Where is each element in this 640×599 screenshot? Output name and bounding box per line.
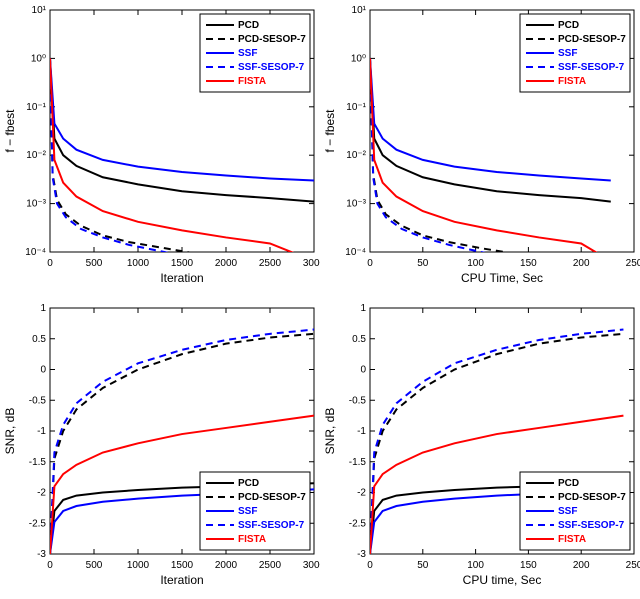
- y-tick-label: 10⁻¹: [26, 102, 46, 113]
- legend-label: FISTA: [238, 76, 266, 87]
- y-tick-label: 10⁻⁴: [345, 247, 366, 258]
- chart-svg: 0 500 1000 1500 2000 2500 3000 10⁻⁴ 10⁻³ 10⁻² 10⁻¹…: [2, 2, 320, 292]
- legend: PCD PCD-SESOP-7 SSF SSF-SESOP-7 FISTA: [200, 472, 310, 550]
- legend-label: SSF-SESOP-7: [558, 62, 625, 73]
- y-tick-label: -2: [37, 488, 46, 499]
- x-tick-label: 0: [367, 560, 373, 571]
- y-tick-label: 10⁰: [351, 53, 366, 64]
- x-tick-label: 0: [47, 560, 53, 571]
- legend-label: SSF: [558, 506, 577, 517]
- y-tick-label: 0: [40, 365, 46, 376]
- y-tick-label: 0: [360, 365, 366, 376]
- legend-label: SSF: [238, 48, 257, 59]
- chart-svg: 0 50 100 150 200 250 -3 -2.5 -2 -1.5 -1 -0.5 0 0.5 1 CP…: [322, 300, 640, 594]
- y-tick-label: -2.5: [29, 518, 47, 529]
- legend-label: FISTA: [558, 534, 586, 545]
- y-tick-label: -3: [37, 549, 46, 560]
- panel-top-right: 0 50 100 150 200 250 10⁻⁴ 10⁻³ 10⁻² 10⁻¹ 10⁰ 10¹ CPU…: [322, 2, 640, 292]
- legend-label: PCD: [238, 478, 259, 489]
- panel-bottom-left: 0 500 1000 1500 2000 2500 3000 -3 -2.5 -2 -1.5 -1 -0…: [2, 300, 320, 594]
- x-tick-label: 500: [86, 258, 103, 269]
- x-tick-label: 50: [417, 560, 429, 571]
- legend-label: PCD-SESOP-7: [558, 492, 626, 503]
- y-tick-label: 10⁻³: [346, 199, 366, 210]
- x-tick-label: 250: [626, 258, 640, 269]
- x-tick-label: 0: [47, 258, 53, 269]
- y-tick-label: 0.5: [352, 334, 366, 345]
- y-tick-label: 10⁻²: [26, 150, 46, 161]
- y-tick-label: 10⁻¹: [346, 102, 366, 113]
- y-tick-label: 1: [40, 303, 46, 314]
- x-tick-label: 250: [626, 560, 640, 571]
- panel-bottom-right: 0 50 100 150 200 250 -3 -2.5 -2 -1.5 -1 -0.5 0 0.5 1 CP…: [322, 300, 640, 594]
- legend-label: PCD: [558, 478, 579, 489]
- y-tick-label: -0.5: [29, 395, 47, 406]
- y-axis-label: SNR, dB: [323, 408, 337, 455]
- legend-label: PCD-SESOP-7: [238, 492, 306, 503]
- y-axis-label: f − fbest: [3, 109, 17, 153]
- x-tick-label: 2500: [259, 258, 282, 269]
- y-tick-label: 10⁻⁴: [25, 247, 46, 258]
- x-tick-label: 200: [573, 560, 590, 571]
- x-tick-label: 1000: [127, 258, 150, 269]
- y-tick-label: -2.5: [349, 518, 367, 529]
- legend: PCD PCD-SESOP-7 SSF SSF-SESOP-7 FISTA: [520, 472, 630, 550]
- x-tick-label: 500: [86, 560, 103, 571]
- y-tick-label: -3: [357, 549, 366, 560]
- legend-label: SSF: [558, 48, 577, 59]
- y-tick-label: -1.5: [349, 457, 367, 468]
- panel-top-left: 0 500 1000 1500 2000 2500 3000 10⁻⁴ 10⁻³ 10⁻² 10⁻¹…: [2, 2, 320, 292]
- chart-svg: 0 500 1000 1500 2000 2500 3000 -3 -2.5 -2 -1.5 -1 -0…: [2, 300, 320, 594]
- x-tick-label: 3000: [303, 258, 320, 269]
- y-tick-label: 1: [360, 303, 366, 314]
- y-tick-label: 10¹: [32, 5, 47, 16]
- x-axis-label: Iteration: [160, 573, 203, 587]
- legend-label: PCD: [238, 20, 259, 31]
- y-tick-label: 10⁰: [31, 53, 46, 64]
- y-tick-label: -1: [37, 426, 46, 437]
- x-tick-label: 1000: [127, 560, 150, 571]
- x-tick-label: 3000: [303, 560, 320, 571]
- x-axis-label: CPU Time, Sec: [461, 271, 543, 285]
- x-tick-label: 200: [573, 258, 590, 269]
- legend: PCD PCD-SESOP-7 SSF SSF-SESOP-7 FISTA: [520, 14, 630, 92]
- x-tick-label: 50: [417, 258, 429, 269]
- legend-label: PCD-SESOP-7: [238, 34, 306, 45]
- y-tick-label: -1: [357, 426, 366, 437]
- y-tick-label: 10⁻³: [26, 199, 46, 210]
- x-tick-label: 150: [520, 560, 537, 571]
- legend-label: FISTA: [238, 534, 266, 545]
- x-tick-label: 1500: [171, 258, 194, 269]
- x-tick-label: 100: [467, 258, 484, 269]
- x-axis-label: Iteration: [160, 271, 203, 285]
- x-tick-label: 2500: [259, 560, 282, 571]
- legend-label: SSF-SESOP-7: [238, 520, 305, 531]
- legend-label: SSF: [238, 506, 257, 517]
- legend: PCD PCD-SESOP-7 SSF SSF-SESOP-7 FISTA: [200, 14, 310, 92]
- x-tick-label: 2000: [215, 258, 238, 269]
- legend-label: SSF-SESOP-7: [558, 520, 625, 531]
- legend-label: PCD: [558, 20, 579, 31]
- chart-grid: 05001000150020002500300010⁻⁴10⁻³10⁻²10⁻¹…: [0, 0, 640, 596]
- chart-svg: 0 50 100 150 200 250 10⁻⁴ 10⁻³ 10⁻² 10⁻¹ 10⁰ 10¹ CPU…: [322, 2, 640, 292]
- x-axis-label: CPU time, Sec: [463, 573, 542, 587]
- x-tick-label: 2000: [215, 560, 238, 571]
- y-tick-label: 10⁻²: [346, 150, 366, 161]
- legend-label: FISTA: [558, 76, 586, 87]
- x-tick-label: 100: [467, 560, 484, 571]
- y-tick-label: 10¹: [352, 5, 367, 16]
- y-axis-label: SNR, dB: [3, 408, 17, 455]
- y-tick-label: -0.5: [349, 395, 367, 406]
- x-tick-label: 150: [520, 258, 537, 269]
- x-tick-label: 0: [367, 258, 373, 269]
- x-tick-label: 1500: [171, 560, 194, 571]
- legend-label: SSF-SESOP-7: [238, 62, 305, 73]
- y-axis-label: f − fbest: [323, 109, 337, 153]
- legend-label: PCD-SESOP-7: [558, 34, 626, 45]
- y-tick-label: -2: [357, 488, 366, 499]
- y-tick-label: -1.5: [29, 457, 47, 468]
- y-tick-label: 0.5: [32, 334, 46, 345]
